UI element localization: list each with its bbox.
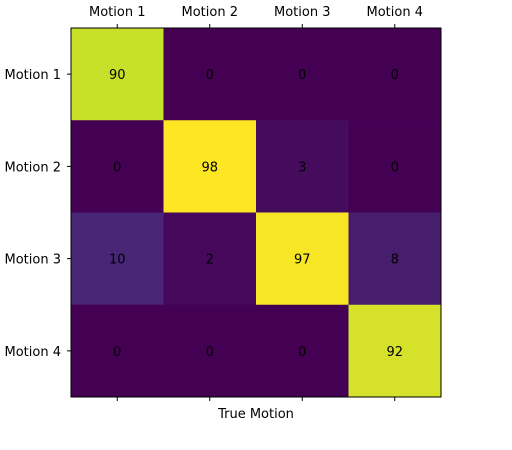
heatmap-cell [348, 212, 442, 306]
heatmap-cell [256, 120, 349, 213]
heatmap-cell [348, 304, 442, 398]
cell-value-label: 0 [298, 68, 306, 83]
heatmap-cell [163, 28, 257, 121]
cell-value-label: 92 [386, 345, 403, 360]
cell-value-label: 0 [206, 68, 214, 83]
heatmap-cell [256, 28, 349, 121]
plot-frame [70, 27, 442, 398]
x-axis-label: True Motion [217, 407, 294, 422]
heatmap-cell [163, 212, 257, 306]
cell-value-label: 0 [206, 345, 214, 360]
cell-value-label: 0 [391, 160, 399, 175]
cell-value-label: 8 [391, 253, 399, 268]
cell-value-label: 0 [113, 345, 121, 360]
cell-value-label: 97 [294, 253, 311, 268]
heatmap-cell [163, 304, 257, 398]
heatmap-cell [348, 28, 442, 121]
heatmap-cell [71, 120, 164, 213]
x-tick-label: Motion 4 [367, 5, 423, 20]
heatmap-cell [256, 304, 349, 398]
cell-value-label: 98 [201, 160, 218, 175]
cell-value-label: 3 [298, 160, 306, 175]
heatmap-cell [71, 212, 164, 306]
cell-value-label: 90 [109, 68, 126, 83]
cell-value-label: 10 [109, 253, 126, 268]
heatmap-cell [71, 28, 164, 121]
cell-value-label: 0 [391, 68, 399, 83]
heatmap-cells [71, 28, 442, 398]
heatmap-cell [256, 212, 349, 306]
cell-value-label: 0 [298, 345, 306, 360]
cell-value-label: 0 [113, 160, 121, 175]
y-tick-label: Motion 2 [5, 160, 61, 175]
x-tick-label: Motion 2 [182, 5, 238, 20]
y-tick-label: Motion 4 [5, 345, 61, 360]
heatmap-cell [71, 304, 164, 398]
y-axis-ticks: Motion 1 Motion 2 Motion 3 Motion 4 [5, 68, 71, 360]
heatmap-cell [163, 120, 257, 213]
x-axis-ticks: Motion 1 Motion 2 Motion 3 Motion 4 [89, 5, 423, 401]
heatmap-cell [348, 120, 442, 213]
y-tick-label: Motion 1 [5, 68, 61, 83]
cell-value-labels: 90 0 0 0 0 98 3 0 10 2 97 8 0 0 0 92 [109, 68, 403, 360]
cell-value-label: 2 [206, 253, 214, 268]
y-tick-label: Motion 3 [5, 253, 61, 268]
x-tick-label: Motion 1 [89, 5, 145, 20]
x-tick-label: Motion 3 [274, 5, 330, 20]
